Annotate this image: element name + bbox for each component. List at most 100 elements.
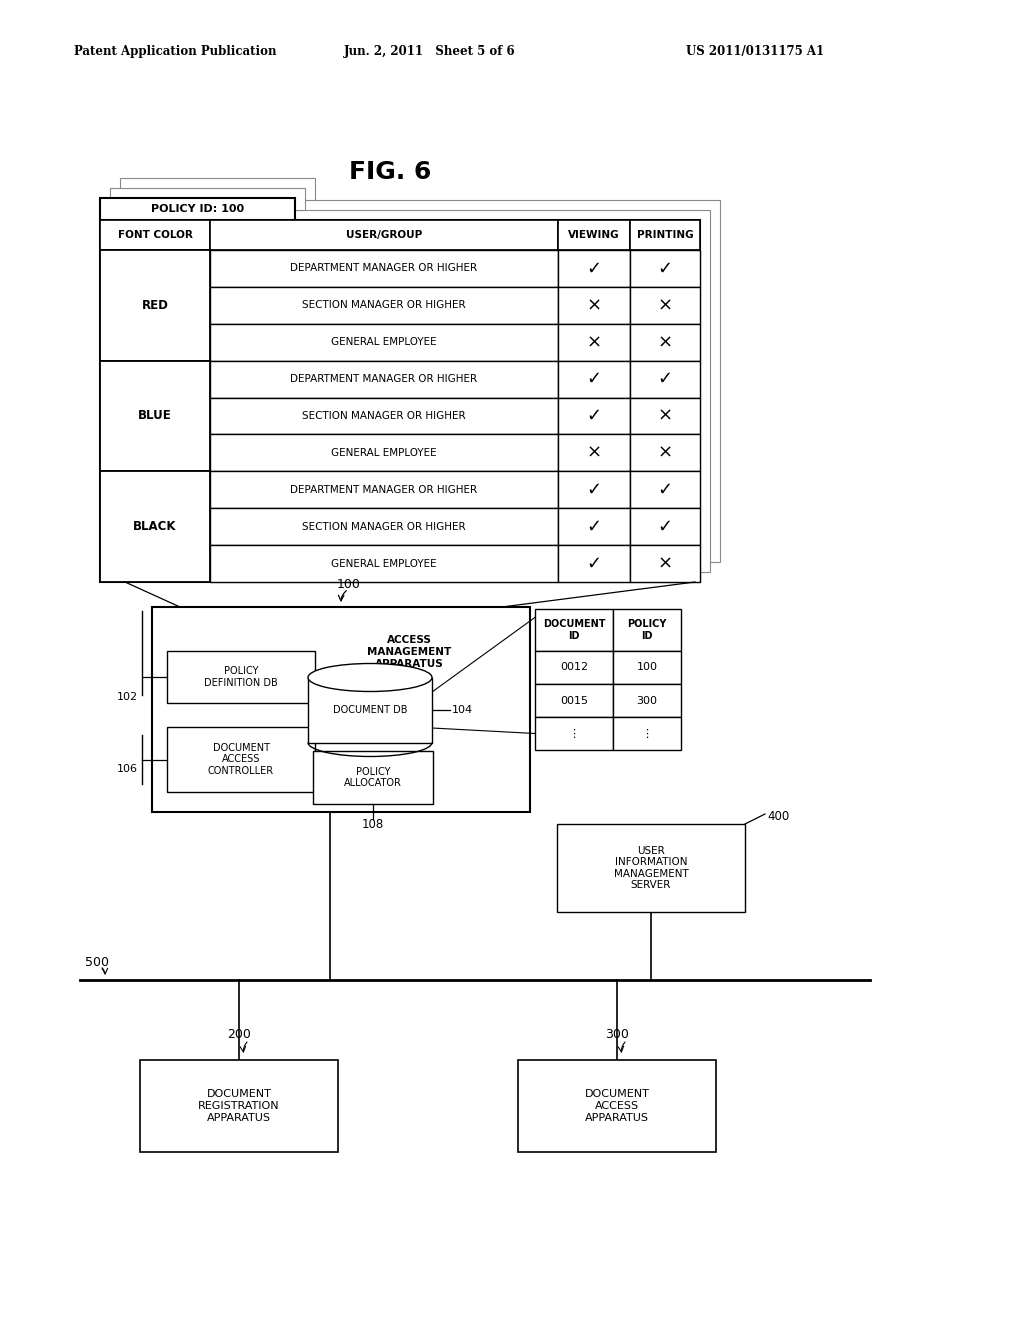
Text: POLICY
ID: POLICY ID [628,619,667,640]
Text: 0015: 0015 [560,696,588,705]
Text: ✓: ✓ [587,517,601,536]
Text: 400: 400 [767,809,790,822]
Bar [630,360,700,397]
Bar [152,607,530,812]
Text: ✓: ✓ [657,480,673,499]
Text: DEPARTMENT MANAGER OR HIGHER: DEPARTMENT MANAGER OR HIGHER [291,264,477,273]
Text: 108: 108 [361,817,384,830]
Text: GENERAL EMPLOYEE: GENERAL EMPLOYEE [331,447,437,458]
Bar [100,360,210,471]
Bar [210,220,558,249]
Text: 300: 300 [605,1028,629,1041]
Text: ×: × [657,333,673,351]
Bar [558,471,630,508]
Text: SECTION MANAGER OR HIGHER: SECTION MANAGER OR HIGHER [302,521,466,532]
Text: BLACK: BLACK [133,520,177,533]
Bar [167,727,315,792]
Text: ×: × [587,296,601,314]
Text: BLUE: BLUE [138,409,172,422]
Bar [613,684,681,717]
Bar [535,609,613,651]
Text: SECTION MANAGER OR HIGHER: SECTION MANAGER OR HIGHER [302,301,466,310]
Text: ×: × [657,444,673,462]
Text: DOCUMENT
REGISTRATION
APPARATUS: DOCUMENT REGISTRATION APPARATUS [199,1089,280,1122]
Text: VIEWING: VIEWING [568,230,620,240]
Bar [313,751,433,804]
Text: USER/GROUP: USER/GROUP [346,230,422,240]
Text: FONT COLOR: FONT COLOR [118,230,193,240]
Text: DOCUMENT
ACCESS
APPARATUS: DOCUMENT ACCESS APPARATUS [585,1089,649,1122]
Bar [558,323,630,360]
Bar [100,220,210,249]
Text: ×: × [657,554,673,573]
Bar [210,360,558,397]
Bar [613,651,681,684]
Text: 106: 106 [117,764,138,775]
Bar [120,178,315,201]
Text: RED: RED [141,298,168,312]
Text: 104: 104 [452,705,473,715]
Bar [630,471,700,508]
Bar [558,434,630,471]
Bar [630,323,700,360]
Bar [557,824,745,912]
Bar [100,249,210,360]
Bar [210,249,558,286]
Bar [558,508,630,545]
Text: ✓: ✓ [587,554,601,573]
Bar [630,545,700,582]
Text: 300: 300 [637,696,657,705]
Bar [558,545,630,582]
Bar [535,651,613,684]
Bar [630,249,700,286]
Text: DOCUMENT
ACCESS
CONTROLLER: DOCUMENT ACCESS CONTROLLER [208,743,274,776]
Ellipse shape [308,664,432,692]
Bar [558,220,630,249]
Text: FIG. 6: FIG. 6 [349,160,431,183]
Text: ✓: ✓ [587,407,601,425]
Text: 100: 100 [637,663,657,672]
Text: Patent Application Publication: Patent Application Publication [74,45,276,58]
Bar [210,286,558,323]
Bar [100,471,210,582]
Text: SECTION MANAGER OR HIGHER: SECTION MANAGER OR HIGHER [302,411,466,421]
Bar [535,684,613,717]
Bar [613,609,681,651]
Text: 500: 500 [85,956,109,969]
Text: POLICY
ALLOCATOR: POLICY ALLOCATOR [344,767,402,788]
Bar [100,220,700,582]
Text: ✓: ✓ [587,260,601,277]
Text: ✓: ✓ [657,370,673,388]
Text: US 2011/0131175 A1: US 2011/0131175 A1 [686,45,824,58]
Bar [110,210,710,572]
Text: USER
INFORMATION
MANAGEMENT
SERVER: USER INFORMATION MANAGEMENT SERVER [613,846,688,891]
Text: ×: × [587,333,601,351]
Bar [630,286,700,323]
Text: 100: 100 [337,578,360,591]
Text: 0012: 0012 [560,663,588,672]
Bar [120,201,720,562]
Text: POLICY ID: 100: POLICY ID: 100 [151,205,244,214]
Text: 200: 200 [227,1028,251,1041]
Text: ✓: ✓ [657,260,673,277]
Bar [210,471,558,508]
Text: DEPARTMENT MANAGER OR HIGHER: DEPARTMENT MANAGER OR HIGHER [291,374,477,384]
Bar [110,187,305,210]
Bar [100,198,295,220]
Text: GENERAL EMPLOYEE: GENERAL EMPLOYEE [331,558,437,569]
Bar [630,434,700,471]
Bar [210,434,558,471]
Bar [630,397,700,434]
Text: ACCESS
MANAGEMENT
APPARATUS: ACCESS MANAGEMENT APPARATUS [367,635,452,669]
Bar [167,651,315,704]
Bar [210,545,558,582]
Text: GENERAL EMPLOYEE: GENERAL EMPLOYEE [331,337,437,347]
Text: DOCUMENT DB: DOCUMENT DB [333,705,408,715]
Bar [210,508,558,545]
Bar [558,249,630,286]
Bar [210,397,558,434]
Text: ✓: ✓ [657,517,673,536]
Bar [140,1060,338,1152]
Bar [630,220,700,249]
Bar [613,717,681,750]
